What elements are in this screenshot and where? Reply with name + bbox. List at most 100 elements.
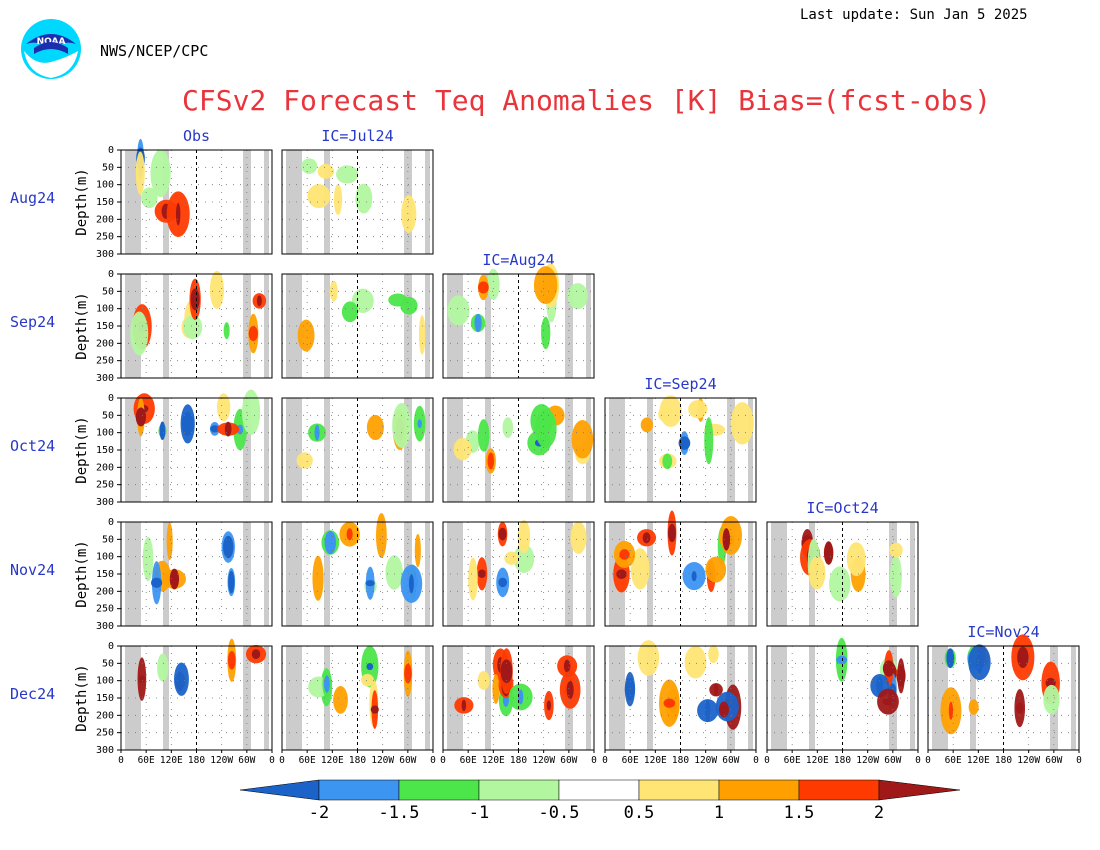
- land-mask: [586, 646, 591, 750]
- anomaly-contour: [361, 673, 374, 687]
- anomaly-contour: [404, 663, 412, 684]
- anomaly-contour: [498, 577, 508, 588]
- anomaly-contour: [157, 653, 169, 682]
- land-mask: [324, 398, 330, 502]
- y-tick-label: 300: [96, 249, 114, 260]
- panel-aug24-col-1: 0 50 100 150 200 250 300 Depth(m): [74, 138, 273, 260]
- x-tick-label: 0: [279, 755, 285, 766]
- x-tick-label: 180: [672, 755, 689, 766]
- anomaly-contour: [224, 421, 232, 437]
- x-tick-label: 120W: [210, 755, 233, 766]
- land-mask: [447, 522, 463, 626]
- y-tick-label: 0: [108, 517, 114, 528]
- y-tick-label: 300: [96, 745, 114, 756]
- land-mask: [163, 274, 169, 378]
- anomaly-contour: [619, 549, 630, 560]
- anomaly-contour: [477, 671, 490, 690]
- y-tick-label: 200: [96, 214, 114, 225]
- anomaly-contour: [141, 187, 158, 209]
- panel-frame: [442, 273, 595, 379]
- colorbar-tick-label: -0.5: [539, 803, 580, 823]
- x-tick-label: 0: [764, 755, 770, 766]
- anomaly-contour: [210, 425, 220, 433]
- anomaly-contour: [688, 400, 708, 419]
- panel-dec24-col-5: 0 60E 120E 180 120W 60W 0: [764, 637, 921, 766]
- column-header: IC=Aug24: [482, 251, 554, 269]
- anomaly-contour: [376, 513, 387, 559]
- anomaly-contour: [251, 649, 261, 660]
- y-axis-label: Depth(m): [74, 664, 90, 731]
- x-tick-label: 120E: [321, 755, 344, 766]
- x-tick-label: 60E: [460, 755, 477, 766]
- anomaly-contour: [718, 706, 729, 713]
- x-tick-label: 0: [269, 755, 275, 766]
- anomaly-contour: [401, 195, 417, 233]
- x-tick-label: 60W: [560, 755, 577, 766]
- panel-nov24-col-2: [281, 513, 434, 627]
- land-mask: [425, 150, 430, 254]
- anomaly-contour: [329, 280, 338, 302]
- anomaly-contour: [400, 296, 418, 315]
- anomaly-contour: [535, 408, 557, 449]
- anomaly-contour: [227, 650, 236, 670]
- x-tick-label: 180: [349, 755, 366, 766]
- anomaly-contour: [500, 659, 513, 684]
- land-mask: [286, 398, 302, 502]
- anomaly-contour: [223, 322, 230, 340]
- anomaly-contour: [662, 453, 673, 470]
- land-mask: [447, 646, 463, 750]
- anomaly-contour: [504, 551, 519, 565]
- x-tick-label: 120E: [482, 755, 505, 766]
- land-mask: [264, 646, 269, 750]
- panel-oct24-col-4: [604, 395, 757, 503]
- x-tick-label: 0: [925, 755, 931, 766]
- x-tick-label: 60W: [399, 755, 416, 766]
- anomaly-contour: [730, 402, 754, 445]
- anomaly-contour: [502, 417, 514, 438]
- anomaly-contour: [209, 270, 224, 309]
- y-tick-label: 100: [96, 428, 114, 439]
- noaa-logo: NOAA: [21, 19, 81, 79]
- chart-title: CFSv2 Forecast Teq Anomalies [K] Bias=(f…: [182, 84, 992, 117]
- anomaly-contour: [691, 571, 697, 582]
- y-tick-label: 50: [102, 410, 114, 421]
- anomaly-contour: [477, 569, 486, 578]
- panel-oct24-col-2: [281, 397, 434, 503]
- anomaly-contour: [823, 541, 834, 565]
- y-tick-label: 0: [108, 269, 114, 280]
- x-tick-label: 120E: [160, 755, 183, 766]
- anomaly-contour: [216, 393, 231, 422]
- y-tick-label: 150: [96, 445, 114, 456]
- panel-frame: [281, 149, 434, 255]
- panel-frame: [281, 521, 434, 627]
- anomaly-contour: [223, 535, 234, 559]
- land-mask: [748, 522, 753, 626]
- x-tick-label: 0: [753, 755, 759, 766]
- y-tick-label: 300: [96, 373, 114, 384]
- x-tick-label: 0: [602, 755, 608, 766]
- anomaly-contour: [546, 700, 551, 711]
- column-header: IC=Jul24: [321, 127, 393, 145]
- anomaly-contour: [882, 660, 895, 677]
- panel-dec24-col-3: 0 60E 120E 180 120W 60W 0: [440, 645, 597, 766]
- y-axis-label: Depth(m): [74, 292, 90, 359]
- y-tick-label: 150: [96, 321, 114, 332]
- panel-dec24-col-4: 0 60E 120E 180 120W 60W 0: [602, 640, 759, 766]
- anomaly-contour: [312, 555, 324, 601]
- anomaly-contour: [616, 569, 627, 580]
- anomaly-contour: [408, 574, 414, 594]
- anomaly-contour: [566, 680, 574, 700]
- colorbar-arrow-low: [239, 779, 320, 801]
- anomaly-contour: [541, 316, 551, 350]
- y-tick-label: 250: [96, 356, 114, 367]
- x-tick-label: 120E: [967, 755, 990, 766]
- land-mask: [163, 646, 169, 750]
- anomaly-contour: [477, 419, 490, 452]
- colorbar-tick-label: 1.5: [784, 803, 815, 823]
- panel-frame: [766, 521, 919, 627]
- anomaly-contour: [333, 686, 348, 714]
- anomaly-contour: [323, 675, 330, 693]
- anomaly-contour: [336, 165, 359, 184]
- land-mask: [485, 274, 491, 378]
- anomaly-contour: [722, 528, 731, 551]
